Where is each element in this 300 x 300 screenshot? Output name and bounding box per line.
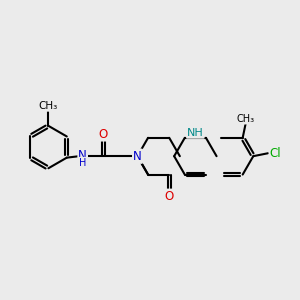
Text: O: O bbox=[165, 190, 174, 202]
Text: N: N bbox=[133, 150, 142, 163]
Text: CH₃: CH₃ bbox=[237, 114, 255, 124]
Text: Cl: Cl bbox=[270, 147, 281, 160]
Text: H: H bbox=[79, 158, 86, 168]
Text: O: O bbox=[99, 128, 108, 141]
Text: CH₃: CH₃ bbox=[39, 101, 58, 111]
Text: N: N bbox=[133, 150, 142, 163]
Text: NH: NH bbox=[187, 128, 204, 138]
Text: N: N bbox=[78, 148, 87, 161]
